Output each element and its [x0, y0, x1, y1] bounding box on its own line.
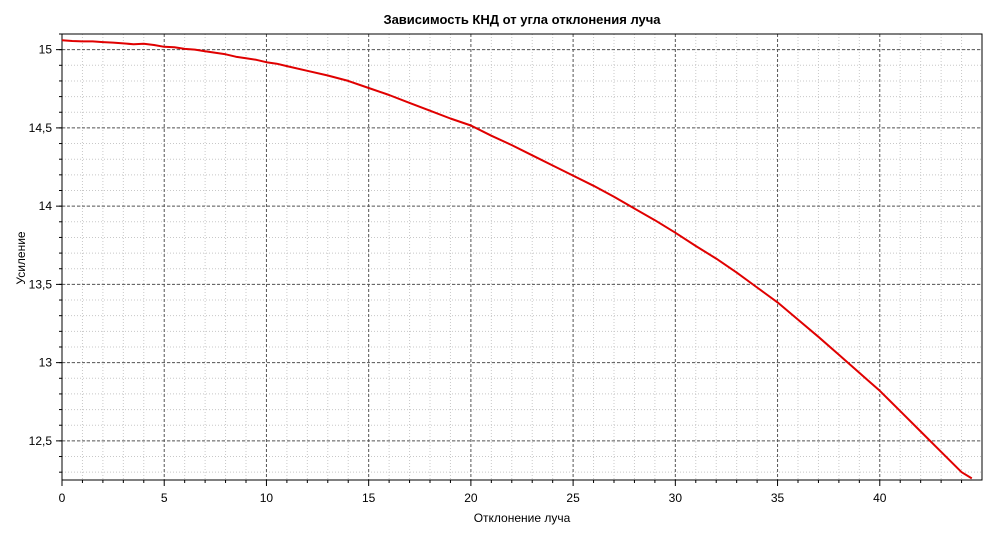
y-tick-label: 15 [39, 43, 53, 57]
x-axis-label: Отклонение луча [474, 511, 571, 525]
x-tick-label: 30 [669, 491, 683, 505]
y-tick-label: 12,5 [29, 434, 53, 448]
x-tick-label: 25 [566, 491, 580, 505]
major-gridlines [62, 34, 982, 480]
y-axis-label: Усиление [14, 231, 28, 285]
plot-frame [61, 33, 983, 481]
y-tick-labels: 12,5 13 13,5 14 14,5 15 [29, 43, 53, 448]
y-tick-label: 14,5 [29, 121, 53, 135]
x-tick-label: 15 [362, 491, 376, 505]
x-tick-label: 40 [873, 491, 887, 505]
series-line [61, 39, 973, 480]
x-tick-label: 5 [161, 491, 168, 505]
x-tick-label: 35 [771, 491, 785, 505]
y-tick-label: 14 [39, 199, 53, 213]
chart-title: Зависимость КНД от угла отклонения луча [383, 12, 661, 27]
x-tick-label: 10 [260, 491, 274, 505]
x-tick-labels: 0 5 10 15 20 25 30 35 40 [59, 491, 887, 505]
x-tick-label: 0 [59, 491, 66, 505]
series-layer [61, 39, 973, 480]
y-tick-label: 13 [39, 356, 53, 370]
y-tick-label: 13,5 [29, 277, 53, 291]
x-tick-label: 20 [464, 491, 478, 505]
axis-ticks [56, 33, 963, 486]
